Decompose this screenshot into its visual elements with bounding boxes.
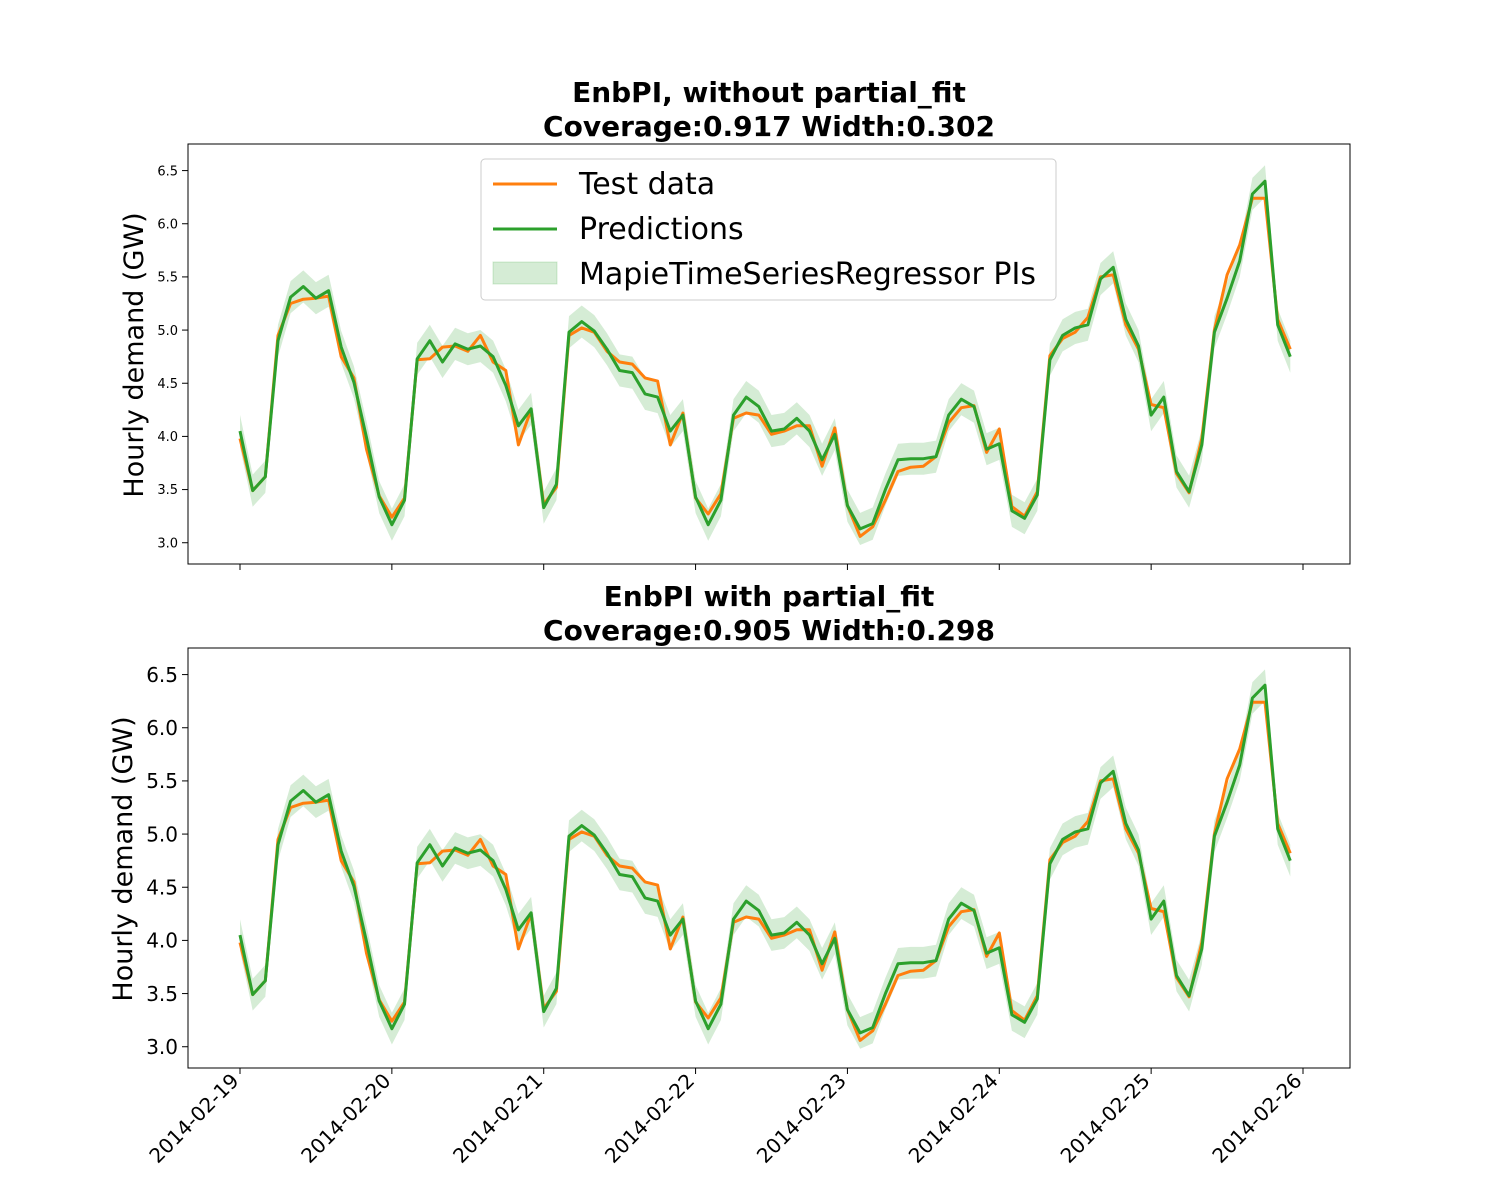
chart-subtitle: Coverage:0.905 Width:0.298	[543, 614, 995, 647]
y-tick-label: 5.0	[157, 324, 178, 339]
y-tick-label: 3.5	[157, 483, 178, 498]
legend-swatch-pis	[492, 261, 558, 285]
y-axis-label: Hourly demand (GW)	[119, 212, 150, 497]
y-axis-label: Hourly demand (GW)	[108, 716, 139, 1001]
y-tick-label: 6.0	[146, 716, 178, 740]
series-line-predictions	[238, 179, 1292, 531]
y-tick-label: 6.5	[146, 663, 178, 687]
chart-subtitle: Coverage:0.917 Width:0.302	[543, 110, 995, 143]
y-tick-label: 4.0	[157, 430, 178, 445]
y-tick-label: 3.0	[157, 536, 178, 551]
y-tick-label: 4.5	[157, 377, 178, 392]
plot-frame	[187, 647, 1351, 1069]
y-tick-label: 4.5	[146, 875, 178, 899]
y-tick-label: 6.0	[157, 217, 178, 232]
legend: Test data Predictions MapieTimeSeriesReg…	[480, 158, 1057, 301]
prediction-interval-band	[240, 165, 1291, 545]
y-tick-label: 5.5	[157, 271, 178, 286]
y-tick-label: 3.0	[146, 1035, 178, 1059]
chart-title: EnbPI, without partial_fit	[572, 76, 966, 109]
legend-label-test-data: Test data	[578, 167, 715, 202]
y-tick-label: 5.5	[146, 769, 178, 793]
prediction-interval-band	[240, 669, 1291, 1049]
legend-box	[480, 158, 1057, 301]
y-tick-label: 6.5	[157, 164, 178, 179]
y-tick-label: 5.0	[146, 822, 178, 846]
y-tick-label: 3.5	[146, 982, 178, 1006]
legend-label-predictions: Predictions	[579, 212, 744, 247]
chart-panel-top: EnbPI, without partial_fit Coverage:0.91…	[119, 76, 1351, 570]
y-tick-label: 4.0	[146, 929, 178, 953]
legend-label-pis: MapieTimeSeriesRegressor PIs	[579, 257, 1036, 292]
series-line-predictions	[238, 683, 1292, 1035]
plot-frame	[187, 143, 1351, 565]
chart-title: EnbPI with partial_fit	[604, 580, 935, 613]
